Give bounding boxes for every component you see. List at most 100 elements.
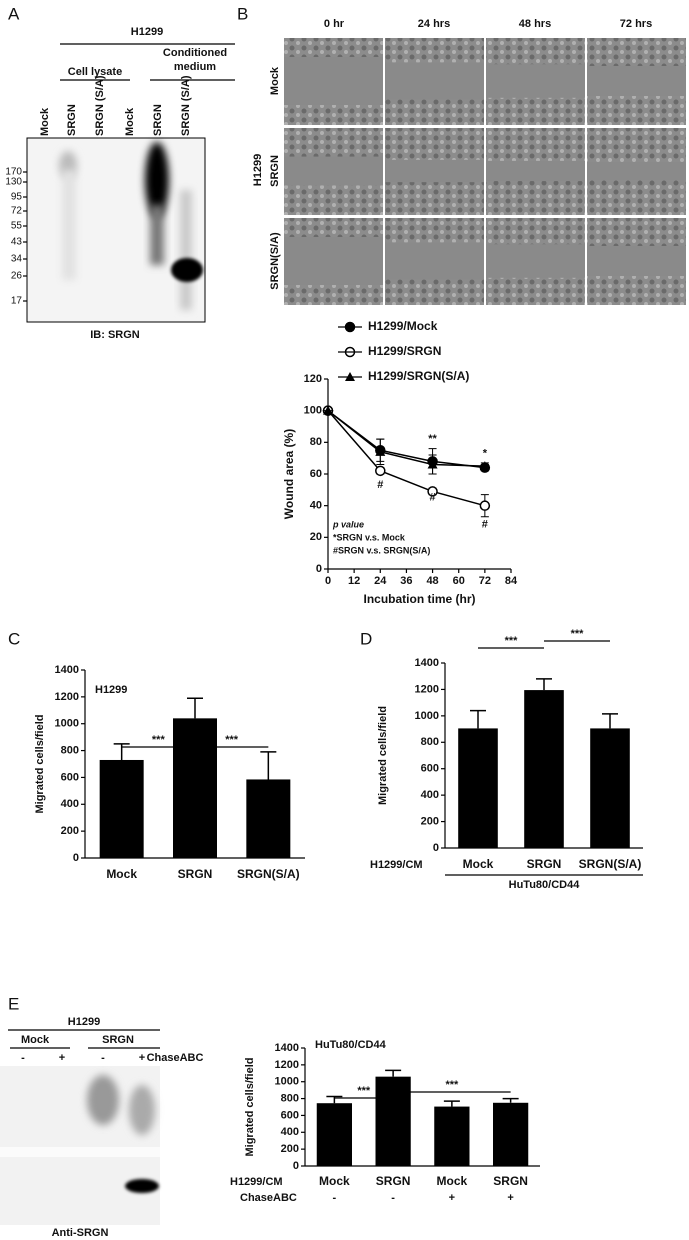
point [323, 405, 333, 415]
marker-label: 95 [11, 192, 23, 203]
treatment-label: + [507, 1192, 513, 1204]
smear [0, 1147, 160, 1157]
significance: *** [505, 635, 519, 647]
y-tick-label: 200 [281, 1143, 299, 1155]
significance: *** [571, 628, 585, 640]
y-tick-label: 200 [421, 815, 439, 827]
y-tick-label: 1000 [415, 710, 439, 722]
time-label: 24 hrs [418, 18, 450, 30]
x-tick-label: Mock [463, 857, 494, 871]
row-label: ChaseABC [240, 1192, 297, 1204]
cell-line-label: H1299 [252, 154, 264, 186]
label: H1299 [68, 1016, 100, 1028]
bar [458, 728, 498, 848]
wound-gap [385, 242, 484, 280]
annotation: # [377, 479, 383, 491]
point [427, 486, 438, 497]
wound-gap [587, 246, 686, 276]
significance: *** [357, 1085, 371, 1097]
smear [62, 170, 76, 280]
y-tick-label: 1400 [55, 664, 79, 676]
y-axis-label: Migrated cells/field [244, 1057, 256, 1156]
y-axis-label: Migrated cells/field [377, 706, 389, 805]
smear [150, 205, 164, 265]
annotation: * [483, 447, 488, 459]
lane-label: SRGN (S/A) [94, 75, 106, 136]
panel-label: A [8, 4, 20, 23]
note: p value [332, 519, 364, 529]
wound-gap [587, 66, 686, 96]
y-tick-label: 0 [73, 852, 79, 864]
y-tick-label: 200 [61, 825, 79, 837]
y-tick-label: 1200 [275, 1059, 299, 1071]
row-label: SRGN(S/A) [269, 232, 281, 290]
point [427, 459, 438, 469]
time-label: 72 hrs [620, 18, 652, 30]
y-tick-label: 400 [421, 789, 439, 801]
y-tick-label: 20 [310, 531, 322, 543]
x-tick-label: SRGN [178, 867, 213, 881]
x-axis-label: Incubation time (hr) [364, 592, 476, 606]
legend-label: H1299/Mock [368, 319, 438, 333]
band [129, 1085, 155, 1135]
treatment-label: + [449, 1192, 455, 1204]
bar [493, 1102, 529, 1166]
y-tick-label: 0 [316, 563, 322, 575]
x-tick-label: 0 [325, 575, 331, 587]
legend-label: H1299/SRGN(S/A) [368, 369, 469, 383]
point [479, 461, 490, 471]
marker-label: 34 [11, 254, 23, 265]
error-bar [113, 743, 130, 760]
bar [590, 728, 630, 848]
lane-label: SRGN [66, 104, 78, 136]
error-bar [260, 751, 277, 780]
wound-gap [284, 156, 383, 186]
band [171, 258, 203, 282]
group-label: HuTu80/CD44 [509, 879, 581, 891]
row-label: H1299/CM [230, 1176, 283, 1188]
row-label: SRGN [269, 155, 281, 187]
label: - [21, 1052, 25, 1064]
y-tick-label: 400 [61, 798, 79, 810]
error-bar [443, 1100, 460, 1107]
y-tick-label: 60 [310, 468, 322, 480]
x-tick-label: SRGN [527, 857, 562, 871]
marker-label: 26 [11, 271, 23, 282]
label: Mock [21, 1034, 50, 1046]
y-axis-label: Migrated cells/field [34, 714, 46, 813]
series-line [327, 410, 485, 469]
panel-label: E [8, 994, 19, 1013]
y-tick-label: 600 [61, 771, 79, 783]
y-tick-label: 80 [310, 436, 322, 448]
significance: *** [152, 734, 166, 746]
y-tick-label: 1000 [275, 1076, 299, 1088]
point [375, 465, 386, 477]
x-tick-label: 60 [453, 575, 465, 587]
error-bar [602, 713, 618, 729]
label: Cell lysate [68, 66, 122, 78]
band [87, 1075, 119, 1125]
label: + [59, 1052, 65, 1064]
panel-label: C [8, 629, 20, 648]
y-tick-label: 1200 [55, 691, 79, 703]
legend-label: H1299/SRGN [368, 344, 441, 358]
row-label: H1299/CM [370, 859, 423, 871]
y-tick-label: 800 [421, 736, 439, 748]
note: #SRGN v.s. SRGN(S/A) [333, 545, 430, 555]
wound-gap [486, 160, 585, 182]
y-tick-label: 1200 [415, 683, 439, 695]
inset-label: H1299 [95, 684, 127, 696]
band [145, 142, 169, 218]
y-tick-label: 40 [310, 500, 322, 512]
panel-label: D [360, 629, 372, 648]
bar [434, 1106, 470, 1166]
wound-gap [486, 244, 585, 278]
error-bar [502, 1097, 519, 1103]
point [479, 500, 491, 511]
band [125, 1179, 159, 1193]
marker-label: 55 [11, 221, 23, 232]
y-tick-label: 0 [433, 842, 439, 854]
x-tick-label: 12 [348, 575, 360, 587]
wound-gap [385, 159, 484, 183]
